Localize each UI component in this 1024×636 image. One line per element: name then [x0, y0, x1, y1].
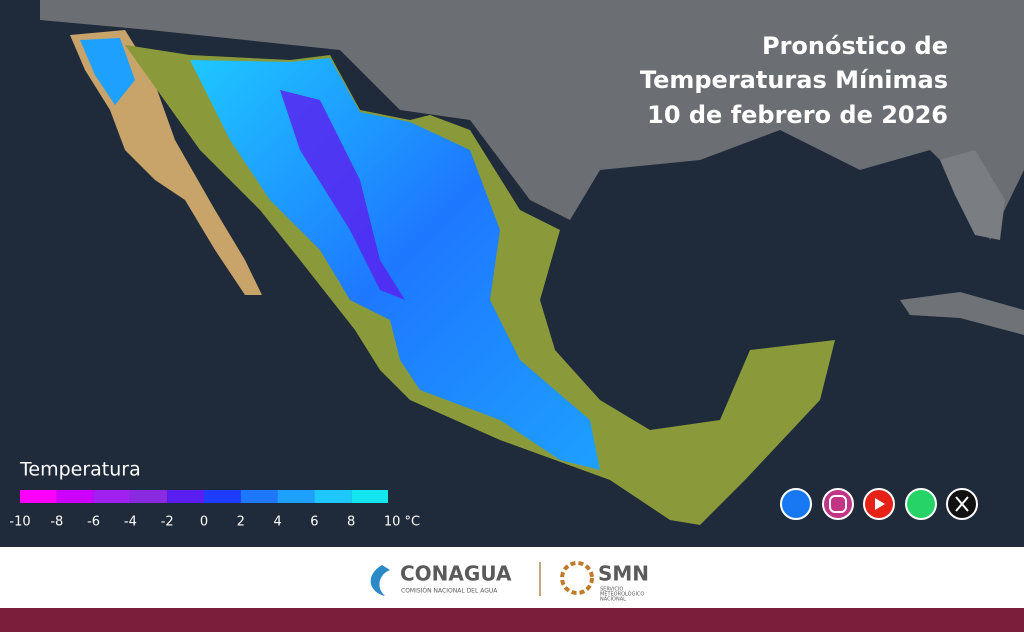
legend-label: -6: [87, 515, 100, 530]
cold-zone: [190, 58, 600, 470]
title-line: Temperaturas Mínimas: [640, 66, 948, 94]
florida: [940, 150, 1005, 240]
legend-label: 0: [200, 515, 208, 530]
legend-swatch: [314, 490, 352, 503]
legend-swatch: [93, 490, 131, 503]
legend-swatch: [130, 490, 168, 503]
legend-label: 8: [347, 515, 355, 530]
legend-label: 2: [237, 515, 245, 530]
legend-swatch: [167, 490, 204, 503]
facebook-icon[interactable]: [780, 488, 812, 520]
conagua-logo: [370, 565, 390, 596]
footer: [0, 547, 1024, 608]
legend-swatch: [204, 490, 241, 503]
instagram-glyph: [829, 495, 847, 513]
youtube-glyph: [875, 498, 885, 510]
title-line: 10 de febrero de 2026: [647, 101, 948, 129]
smn-logo: [560, 561, 594, 595]
smn-sub: SERVICIO: [600, 587, 623, 593]
cuba: [900, 292, 1024, 335]
instagram-icon[interactable]: [822, 488, 854, 520]
smn-name: SMN: [598, 562, 649, 586]
legend-label: -10: [9, 515, 30, 530]
legend-swatch: [351, 490, 388, 503]
legend-swatch: [240, 490, 278, 503]
conagua-name: CONAGUA: [400, 562, 512, 586]
legend-swatch: [277, 490, 315, 503]
legend: -10 -8 -6 -4 -2 0 2 4 6 8 10 °C: [9, 490, 420, 530]
cold-zone: [80, 38, 135, 105]
x-glyph: [955, 496, 969, 512]
smn-sub: NACIONAL: [600, 597, 626, 603]
smn-sub: METEOROLÓGICO: [600, 591, 644, 598]
legend-label: -4: [124, 515, 137, 530]
usa-land: [40, 0, 1024, 240]
title: Pronóstico de Temperaturas Mínimas 10 de…: [640, 32, 948, 129]
legend-swatch: [56, 490, 94, 503]
legend-label: 4: [273, 515, 281, 530]
legend-title: Temperatura: [19, 459, 141, 481]
title-line: Pronóstico de: [762, 32, 948, 60]
legend-label: 10 °C: [384, 515, 420, 530]
legend-label: 6: [310, 515, 318, 530]
footer-band: [0, 608, 1024, 632]
coldest-zone: [280, 90, 405, 300]
conagua-sub: COMISIÓN NACIONAL DEL AGUA: [401, 588, 498, 595]
legend-swatch: [20, 490, 57, 503]
legend-label: -8: [50, 515, 63, 530]
whatsapp-icon[interactable]: [905, 488, 937, 520]
social-icons: [780, 488, 978, 520]
legend-label: -2: [161, 515, 174, 530]
